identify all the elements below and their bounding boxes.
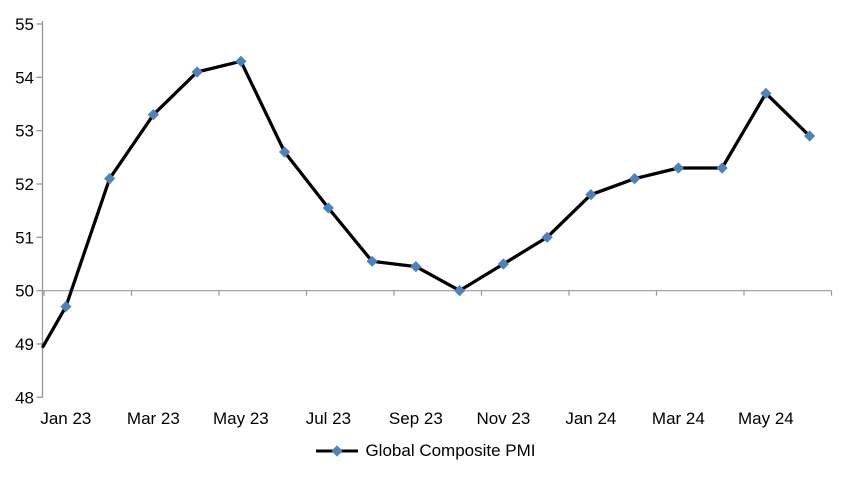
legend: Global Composite PMI <box>0 441 852 461</box>
legend-line-diamond-sample <box>316 445 359 457</box>
data-point-marker <box>366 255 378 267</box>
data-point-marker <box>322 202 334 214</box>
data-point-marker <box>716 162 728 174</box>
x-tick-label: Jul 23 <box>306 409 351 428</box>
data-point-marker <box>629 173 641 185</box>
y-tick-label: 48 <box>15 388 34 407</box>
y-tick-label: 50 <box>15 282 34 301</box>
data-point-marker <box>410 261 422 273</box>
y-tick-label: 53 <box>15 122 34 141</box>
data-point-marker <box>804 130 816 142</box>
pmi-series-line <box>41 59 812 349</box>
legend-diamond-icon <box>331 445 344 457</box>
y-tick-label: 51 <box>15 228 34 247</box>
data-point-marker <box>541 231 553 243</box>
legend-label: Global Composite PMI <box>365 441 536 460</box>
data-point-marker <box>147 109 159 121</box>
data-point-marker <box>60 301 72 313</box>
data-point-marker <box>585 189 597 201</box>
data-point-marker <box>191 66 203 78</box>
data-point-marker <box>454 285 466 297</box>
x-tick-label: Nov 23 <box>476 409 530 428</box>
data-point-marker <box>104 173 116 185</box>
x-tick-label: May 24 <box>738 409 794 428</box>
y-tick-label: 55 <box>15 15 34 34</box>
x-tick-label: Jan 24 <box>565 409 616 428</box>
data-point-marker <box>497 258 509 270</box>
y-tick-label: 52 <box>15 175 34 194</box>
data-point-marker <box>760 87 772 99</box>
x-tick-label: Mar 23 <box>127 409 180 428</box>
x-tick-label: Sep 23 <box>389 409 443 428</box>
y-tick-label: 49 <box>15 335 34 354</box>
data-point-marker <box>235 55 247 67</box>
data-point-marker <box>279 146 291 158</box>
y-tick-label: 54 <box>15 68 34 87</box>
x-tick-label: Jan 23 <box>40 409 91 428</box>
x-tick-label: Mar 24 <box>652 409 705 428</box>
data-point-marker <box>672 162 684 174</box>
x-tick-label: May 23 <box>213 409 269 428</box>
